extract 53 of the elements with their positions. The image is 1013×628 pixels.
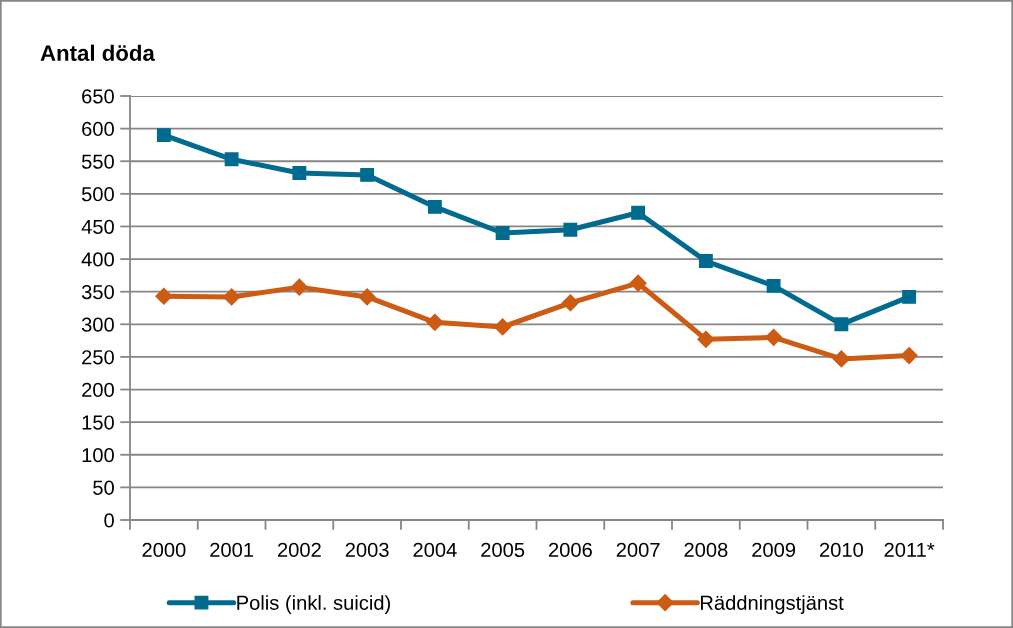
y-tick-label: 600 (82, 121, 114, 137)
point (563, 222, 578, 237)
x-tick-label: 2001 (210, 542, 254, 558)
x-tick-label: 2000 (142, 542, 186, 558)
y-tick-label: 350 (81, 284, 114, 300)
point (290, 278, 308, 296)
y-tick-label: 50 (93, 480, 114, 495)
x-tick-label: 2006 (548, 542, 592, 558)
point (698, 254, 713, 268)
y-tick-label: 650 (82, 89, 114, 104)
point (832, 350, 850, 368)
point (697, 330, 715, 348)
point (902, 289, 917, 304)
x-tick-label: 2004 (413, 542, 457, 558)
x-tick-label: 2002 (277, 542, 321, 558)
point (765, 328, 783, 346)
point (495, 226, 510, 240)
y-tick-label: 200 (82, 382, 114, 398)
y-tick-label: 300 (81, 317, 114, 332)
point (766, 278, 781, 293)
point (427, 199, 442, 214)
point (426, 313, 444, 331)
y-tick-label: 400 (81, 252, 114, 267)
point (631, 205, 646, 220)
y-tick-label: 0 (104, 513, 114, 528)
point (360, 167, 375, 182)
y-tick-label: 100 (82, 448, 114, 463)
x-tick-label: 2003 (345, 542, 389, 558)
point (900, 347, 918, 365)
point (224, 152, 239, 167)
x-tick-label: 2009 (752, 542, 796, 558)
point (155, 287, 173, 305)
y-tick-label: 500 (81, 187, 114, 202)
legend-label: Räddningstjänst (701, 595, 844, 614)
point (561, 294, 579, 312)
point (494, 318, 512, 336)
y-tick-label: 150 (82, 415, 114, 430)
point (629, 274, 647, 292)
point (358, 288, 376, 306)
point (156, 128, 171, 143)
x-tick-label: 2008 (684, 542, 728, 558)
y-tick-label: 450 (81, 219, 114, 234)
x-tick-label: 2005 (481, 542, 525, 558)
x-tick-label: 2011* (884, 542, 935, 558)
y-tick-label: 250 (82, 350, 114, 365)
legend-label: Polis (inkl. suicid) (237, 595, 390, 614)
point (834, 317, 849, 332)
x-tick-label: 2007 (616, 542, 660, 558)
point (223, 288, 241, 306)
y-axis-title: Antal döda (40, 44, 155, 61)
x-tick-label: 2010 (819, 542, 863, 558)
point (292, 166, 307, 180)
y-tick-label: 550 (81, 154, 114, 169)
